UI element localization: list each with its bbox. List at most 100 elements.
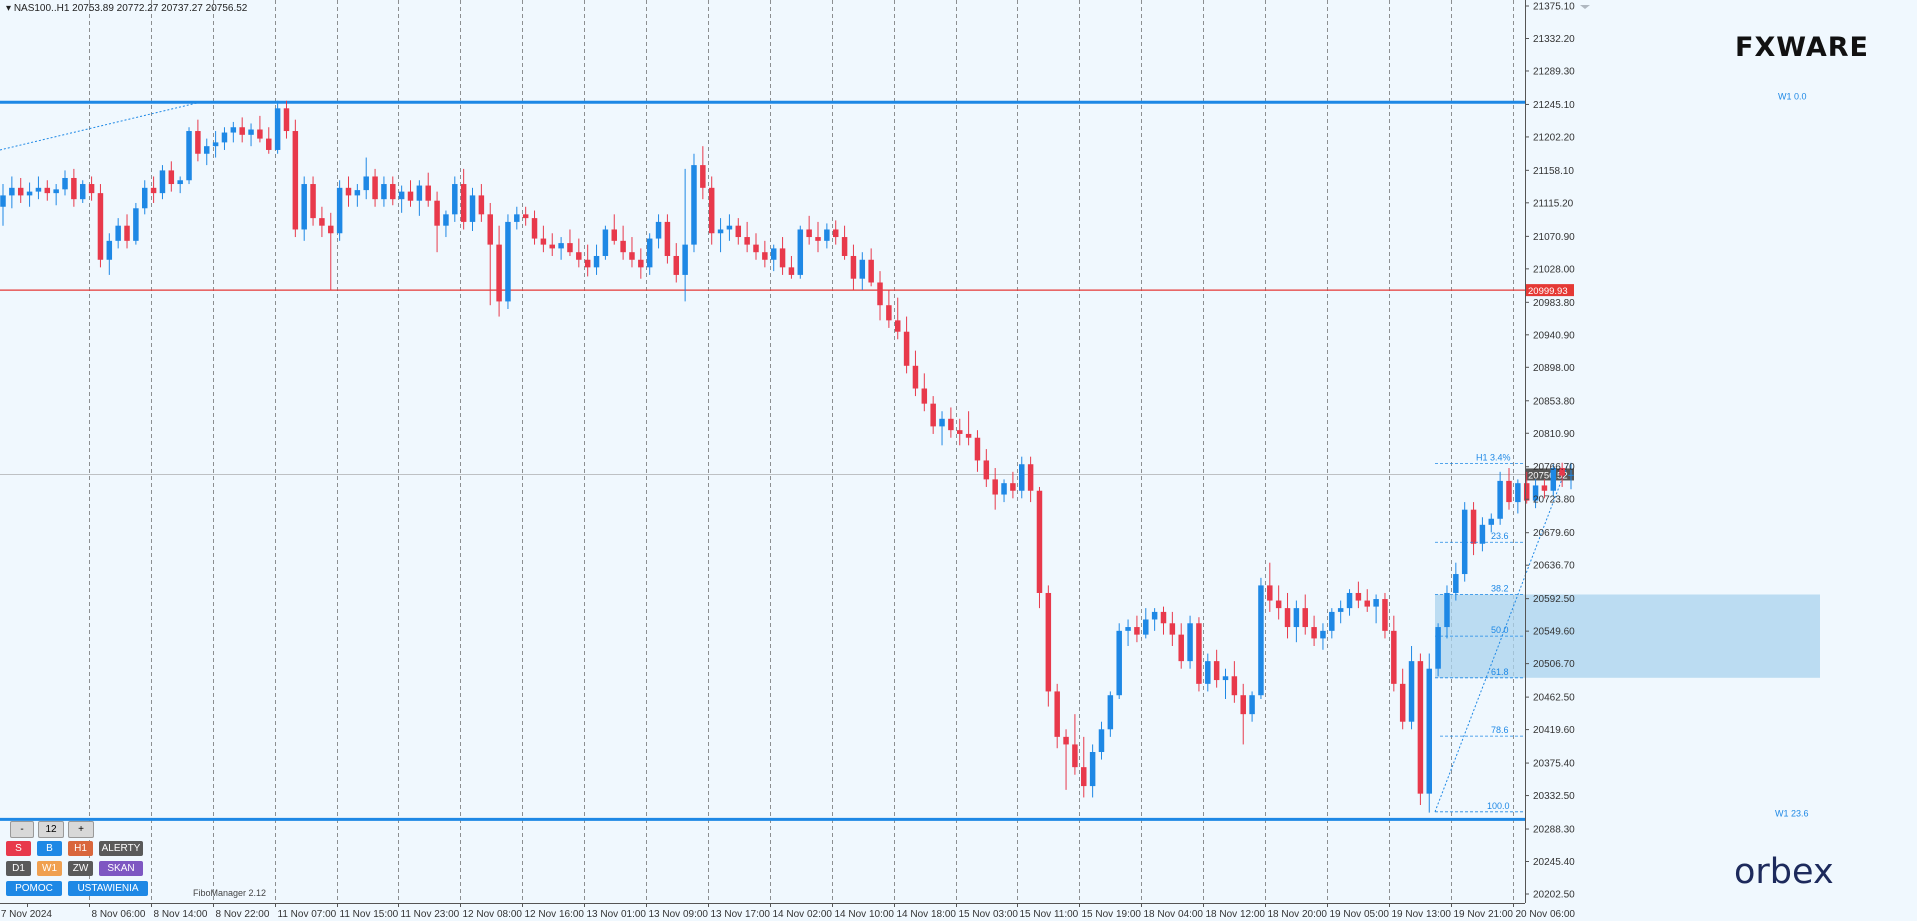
alerty-button[interactable]: ALERTY [99, 841, 143, 856]
count-field[interactable]: 12 [38, 821, 64, 838]
fib-level-label: 50.0 [1491, 625, 1509, 635]
candle-bull [159, 170, 166, 194]
candle-bull [1019, 464, 1025, 491]
candle-bear [1355, 592, 1362, 601]
candle-bull [1532, 485, 1539, 501]
fibo-manager-label: FiboManager 2.12 [193, 888, 267, 898]
candle-bear [319, 218, 325, 226]
candle-bull [1426, 668, 1433, 794]
candle-bear [806, 229, 812, 238]
candle-bear [894, 320, 901, 332]
candle-bull [9, 187, 15, 196]
candle-bear [1559, 468, 1565, 476]
candle-bull [398, 191, 405, 200]
candle-bull [133, 208, 139, 241]
fib-zone-rect [1435, 594, 1820, 678]
time-tick-label: 8 Nov 14:00 [154, 909, 208, 920]
candle-bear [195, 131, 201, 154]
d1-button[interactable]: D1 [6, 861, 31, 876]
minus-button[interactable]: - [10, 821, 34, 838]
s-button[interactable]: S [6, 841, 31, 856]
w1-button[interactable]: W1 [37, 861, 62, 876]
candle-bull [62, 177, 68, 190]
candle-bull [106, 240, 113, 260]
candle-bull [602, 229, 609, 256]
price-tick-label: 20202.50 [1533, 890, 1575, 901]
fib-level-label: 100.0 [1487, 801, 1510, 811]
candle-bear [168, 170, 175, 185]
time-tick-label: 18 Nov 20:00 [1268, 909, 1328, 920]
candle-bull [1125, 627, 1131, 631]
candle-bear [779, 248, 786, 268]
price-tick-label: 20288.30 [1533, 825, 1575, 836]
candle-bull [35, 187, 42, 192]
candle-bear [1470, 509, 1477, 544]
candle-bear [788, 267, 795, 275]
pomoc-button[interactable]: POMOC [6, 881, 62, 896]
candle-bear [1523, 483, 1530, 501]
skan-button[interactable]: SKAN [99, 861, 143, 876]
candle-bull [274, 108, 281, 150]
time-tick-label: 20 Nov 06:00 [1516, 909, 1576, 920]
symbol-info-text: NAS100..H1 20753.89 20772.27 20737.27 20… [13, 3, 248, 14]
candle-bull [1205, 661, 1211, 684]
price-tick-label: 21332.20 [1533, 34, 1575, 45]
candle-bear [735, 225, 742, 238]
candlesticks [0, 100, 1574, 813]
candle-bull [443, 214, 449, 226]
zw-button[interactable]: ZW [68, 861, 93, 876]
candle-bull [797, 229, 804, 275]
candle-bear [44, 187, 51, 194]
candle-bear [496, 244, 502, 302]
price-tick-label: 20679.60 [1533, 528, 1575, 539]
candle-bull [1320, 630, 1326, 639]
candle-bear [1382, 599, 1388, 631]
fib-level-label: 23.6 [1491, 531, 1509, 541]
time-tick-label: 13 Nov 01:00 [587, 909, 647, 920]
time-tick-label: 12 Nov 08:00 [463, 909, 523, 920]
price-tick-label: 20766.70 [1533, 462, 1575, 473]
candle-bear [620, 240, 626, 253]
h1-button[interactable]: H1 [68, 841, 93, 856]
candle-bear [832, 229, 839, 238]
candle-bear [460, 184, 467, 222]
price-tick-label: 21375.10 [1533, 2, 1575, 13]
candle-bear [611, 229, 618, 241]
candle-bear [762, 252, 768, 260]
candle-bull [381, 184, 387, 200]
plus-button[interactable]: + [68, 821, 94, 838]
candle-bull [1107, 695, 1114, 730]
candle-bear [372, 176, 378, 200]
candle-bull [1001, 483, 1007, 495]
fib-zone [1435, 594, 1820, 678]
candle-bull [141, 187, 148, 209]
candle-bull [1222, 676, 1229, 681]
candle-bear [903, 331, 910, 366]
candle-bear [753, 244, 759, 253]
candle-bear [1541, 485, 1548, 491]
candle-bear [948, 418, 954, 431]
candle-bull [230, 127, 237, 133]
b-button[interactable]: B [37, 841, 62, 856]
candle-bear [549, 244, 555, 249]
candle-bull [1293, 608, 1300, 628]
candle-bear [638, 259, 644, 268]
candle-bear [664, 221, 671, 256]
fib-level-label: 61.8 [1491, 667, 1509, 677]
candle-bear [71, 177, 77, 200]
time-tick-label: 15 Nov 03:00 [959, 909, 1019, 920]
candle-bear [345, 187, 352, 196]
candle-bear [1081, 767, 1087, 787]
fib-level-label: 78.6 [1491, 725, 1509, 735]
candle-bear [1417, 661, 1424, 794]
time-tick-label: 14 Nov 18:00 [897, 909, 957, 920]
candle-bull [646, 238, 653, 268]
ustawienia-button[interactable]: USTAWIENIA [68, 881, 148, 896]
fxware-logo: FXWARE [1735, 32, 1869, 63]
candle-bear [850, 255, 857, 279]
candle-bear [868, 259, 874, 283]
candle-bear [257, 129, 263, 139]
candle-bear [1267, 585, 1273, 601]
time-tick-label: 13 Nov 17:00 [711, 909, 771, 920]
